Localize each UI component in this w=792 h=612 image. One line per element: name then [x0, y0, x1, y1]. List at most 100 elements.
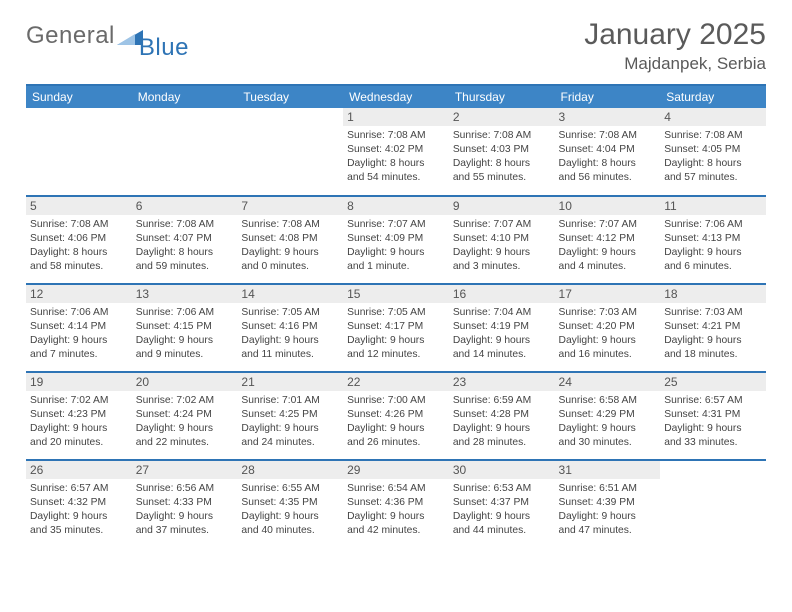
brand-logo: General Blue [26, 22, 195, 50]
day-data: Sunrise: 7:08 AMSunset: 4:02 PMDaylight:… [347, 129, 445, 185]
weekday-header: Saturday [660, 86, 766, 108]
day-number: 21 [237, 373, 343, 391]
day-data: Sunrise: 6:57 AMSunset: 4:32 PMDaylight:… [30, 482, 128, 538]
day-data: Sunrise: 7:04 AMSunset: 4:19 PMDaylight:… [453, 306, 551, 362]
day-number: 12 [26, 285, 132, 303]
calendar-day-cell: 5 Sunrise: 7:08 AMSunset: 4:06 PMDaylight… [26, 196, 132, 284]
day-number: 8 [343, 197, 449, 215]
calendar-week-row: 1 Sunrise: 7:08 AMSunset: 4:02 PMDaylight… [26, 108, 766, 196]
calendar-day-cell [26, 108, 132, 196]
day-number: 27 [132, 461, 238, 479]
day-data: Sunrise: 7:08 AMSunset: 4:08 PMDaylight:… [241, 218, 339, 274]
calendar-day-cell: 26 Sunrise: 6:57 AMSunset: 4:32 PMDayligh… [26, 460, 132, 548]
day-number: 31 [555, 461, 661, 479]
day-data: Sunrise: 7:02 AMSunset: 4:24 PMDaylight:… [136, 394, 234, 450]
weekday-header: Wednesday [343, 86, 449, 108]
calendar-day-cell: 8Sunrise: 7:07 AMSunset: 4:09 PMDaylight… [343, 196, 449, 284]
calendar-day-cell [660, 460, 766, 548]
title-block: January 2025 Majdanpek, Serbia [584, 18, 766, 74]
day-data: Sunrise: 7:07 AMSunset: 4:10 PMDaylight:… [453, 218, 551, 274]
day-data: Sunrise: 7:03 AMSunset: 4:20 PMDaylight:… [559, 306, 657, 362]
day-data: Sunrise: 6:54 AMSunset: 4:36 PMDaylight:… [347, 482, 445, 538]
calendar-thead: Sunday Monday Tuesday Wednesday Thursday… [26, 86, 766, 108]
calendar-page: General Blue January 2025 Majdanpek, Ser… [0, 0, 792, 612]
calendar-day-cell: 20 Sunrise: 7:02 AMSunset: 4:24 PMDayligh… [132, 372, 238, 460]
day-number: 17 [555, 285, 661, 303]
day-number: 1 [343, 108, 449, 126]
weekday-row: Sunday Monday Tuesday Wednesday Thursday… [26, 86, 766, 108]
day-data: Sunrise: 7:05 AMSunset: 4:16 PMDaylight:… [241, 306, 339, 362]
calendar-week-row: 5 Sunrise: 7:08 AMSunset: 4:06 PMDaylight… [26, 196, 766, 284]
brand-word-general: General [26, 22, 115, 50]
day-data: Sunrise: 7:02 AMSunset: 4:23 PMDaylight:… [30, 394, 128, 450]
calendar-day-cell: 29 Sunrise: 6:54 AMSunset: 4:36 PMDayligh… [343, 460, 449, 548]
day-data: Sunrise: 7:08 AMSunset: 4:06 PMDaylight:… [30, 218, 128, 274]
day-number: 13 [132, 285, 238, 303]
day-number: 4 [660, 108, 766, 126]
day-number: 2 [449, 108, 555, 126]
weekday-header: Thursday [449, 86, 555, 108]
day-number: 20 [132, 373, 238, 391]
day-number: 7 [237, 197, 343, 215]
day-data: Sunrise: 7:06 AMSunset: 4:13 PMDaylight:… [664, 218, 762, 274]
day-data: Sunrise: 7:08 AMSunset: 4:03 PMDaylight:… [453, 129, 551, 185]
weekday-header: Sunday [26, 86, 132, 108]
day-number: 10 [555, 197, 661, 215]
calendar-day-cell: 24 Sunrise: 6:58 AMSunset: 4:29 PMDayligh… [555, 372, 661, 460]
month-title: January 2025 [584, 18, 766, 52]
day-number: 16 [449, 285, 555, 303]
day-number: 6 [132, 197, 238, 215]
calendar-day-cell: 21 Sunrise: 7:01 AMSunset: 4:25 PMDayligh… [237, 372, 343, 460]
calendar-day-cell: 12Sunrise: 7:06 AMSunset: 4:14 PMDayligh… [26, 284, 132, 372]
day-number: 11 [660, 197, 766, 215]
calendar-week-row: 26 Sunrise: 6:57 AMSunset: 4:32 PMDayligh… [26, 460, 766, 548]
calendar-table: Sunday Monday Tuesday Wednesday Thursday… [26, 86, 766, 548]
day-data: Sunrise: 7:08 AMSunset: 4:05 PMDaylight:… [664, 129, 762, 185]
weekday-header: Tuesday [237, 86, 343, 108]
day-number: 3 [555, 108, 661, 126]
calendar-day-cell: 16 Sunrise: 7:04 AMSunset: 4:19 PMDayligh… [449, 284, 555, 372]
calendar-day-cell: 15 Sunrise: 7:05 AMSunset: 4:17 PMDayligh… [343, 284, 449, 372]
day-data: Sunrise: 7:08 AMSunset: 4:07 PMDaylight:… [136, 218, 234, 274]
calendar-day-cell: 11 Sunrise: 7:06 AMSunset: 4:13 PMDayligh… [660, 196, 766, 284]
day-data: Sunrise: 6:59 AMSunset: 4:28 PMDaylight:… [453, 394, 551, 450]
calendar-day-cell: 19 Sunrise: 7:02 AMSunset: 4:23 PMDayligh… [26, 372, 132, 460]
calendar-day-cell: 14 Sunrise: 7:05 AMSunset: 4:16 PMDayligh… [237, 284, 343, 372]
day-data: Sunrise: 7:00 AMSunset: 4:26 PMDaylight:… [347, 394, 445, 450]
calendar-day-cell: 3Sunrise: 7:08 AMSunset: 4:04 PMDaylight… [555, 108, 661, 196]
brand-word-blue: Blue [139, 34, 189, 62]
day-data: Sunrise: 6:55 AMSunset: 4:35 PMDaylight:… [241, 482, 339, 538]
day-number: 25 [660, 373, 766, 391]
day-number: 14 [237, 285, 343, 303]
calendar-day-cell: 2 Sunrise: 7:08 AMSunset: 4:03 PMDaylight… [449, 108, 555, 196]
calendar-day-cell: 7 Sunrise: 7:08 AMSunset: 4:08 PMDaylight… [237, 196, 343, 284]
day-number: 19 [26, 373, 132, 391]
calendar-day-cell: 28Sunrise: 6:55 AMSunset: 4:35 PMDayligh… [237, 460, 343, 548]
calendar-day-cell: 9Sunrise: 7:07 AMSunset: 4:10 PMDaylight… [449, 196, 555, 284]
day-data: Sunrise: 6:53 AMSunset: 4:37 PMDaylight:… [453, 482, 551, 538]
calendar-day-cell [132, 108, 238, 196]
calendar-day-cell: 30Sunrise: 6:53 AMSunset: 4:37 PMDayligh… [449, 460, 555, 548]
calendar-day-cell: 25 Sunrise: 6:57 AMSunset: 4:31 PMDayligh… [660, 372, 766, 460]
calendar-day-cell: 13Sunrise: 7:06 AMSunset: 4:15 PMDayligh… [132, 284, 238, 372]
calendar-day-cell: 6 Sunrise: 7:08 AMSunset: 4:07 PMDaylight… [132, 196, 238, 284]
day-data: Sunrise: 6:51 AMSunset: 4:39 PMDaylight:… [559, 482, 657, 538]
calendar-day-cell: 27Sunrise: 6:56 AMSunset: 4:33 PMDayligh… [132, 460, 238, 548]
day-data: Sunrise: 6:57 AMSunset: 4:31 PMDaylight:… [664, 394, 762, 450]
day-data: Sunrise: 7:07 AMSunset: 4:12 PMDaylight:… [559, 218, 657, 274]
day-data: Sunrise: 7:03 AMSunset: 4:21 PMDaylight:… [664, 306, 762, 362]
day-data: Sunrise: 6:58 AMSunset: 4:29 PMDaylight:… [559, 394, 657, 450]
day-data: Sunrise: 7:05 AMSunset: 4:17 PMDaylight:… [347, 306, 445, 362]
day-number: 15 [343, 285, 449, 303]
day-number: 26 [26, 461, 132, 479]
day-data: Sunrise: 7:01 AMSunset: 4:25 PMDaylight:… [241, 394, 339, 450]
day-number: 5 [26, 197, 132, 215]
calendar-day-cell: 1 Sunrise: 7:08 AMSunset: 4:02 PMDaylight… [343, 108, 449, 196]
calendar-tbody: 1 Sunrise: 7:08 AMSunset: 4:02 PMDaylight… [26, 108, 766, 548]
weekday-header: Monday [132, 86, 238, 108]
day-number: 24 [555, 373, 661, 391]
location-subtitle: Majdanpek, Serbia [584, 54, 766, 74]
calendar-day-cell: 31 Sunrise: 6:51 AMSunset: 4:39 PMDayligh… [555, 460, 661, 548]
calendar-day-cell [237, 108, 343, 196]
day-number: 29 [343, 461, 449, 479]
